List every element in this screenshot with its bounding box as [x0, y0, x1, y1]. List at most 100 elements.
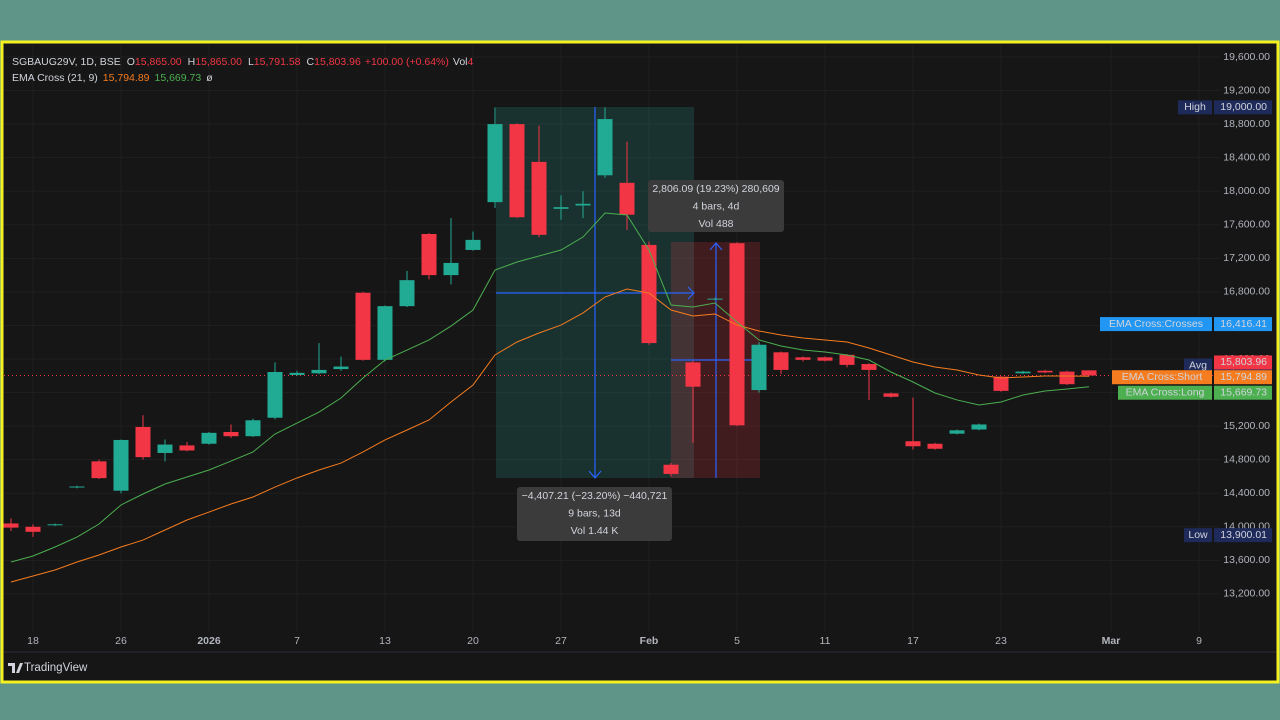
ohlc-key: L: [248, 56, 254, 68]
price-label-box: [1214, 317, 1272, 332]
ohlc-value: 15,865.00: [135, 56, 182, 68]
price-tag: EMA Cross:Short: [1122, 371, 1203, 383]
candle-body: [751, 344, 767, 391]
candle-body: [663, 464, 679, 474]
indicator-value: 15,794.89: [103, 72, 150, 84]
candle-body: [333, 366, 349, 370]
candle-body: [157, 444, 173, 453]
price-tag: Low: [1188, 529, 1208, 541]
y-tick-label: 18,400.00: [1223, 151, 1270, 163]
measure-label: 4 bars, 4d: [693, 200, 740, 212]
candle-body: [289, 372, 305, 375]
indicator-name: EMA Cross (21, 9): [12, 72, 98, 84]
ohlc-key: H: [188, 56, 196, 68]
chart-layer: 13,200.0013,600.0014,000.0014,400.0014,8…: [3, 45, 1272, 647]
x-tick-label: 27: [555, 635, 567, 647]
candle-body: [817, 357, 833, 361]
x-tick-label: 18: [27, 635, 39, 647]
measure-label-box: [517, 487, 672, 541]
candle-body: [69, 486, 85, 488]
x-tick-label: 26: [115, 635, 127, 647]
indicator-value: 15,669.73: [155, 72, 202, 84]
candle-body: [531, 161, 547, 235]
price-tag: EMA Cross:Crosses: [1109, 318, 1203, 330]
x-tick-label: 9: [1196, 635, 1202, 647]
y-tick-label: 18,800.00: [1223, 118, 1270, 130]
price-label-box: [1214, 528, 1272, 543]
volume-key: Vol: [453, 56, 468, 68]
logo-icon: [8, 663, 23, 673]
price-tag-box: [1118, 385, 1212, 400]
candle-body: [465, 239, 481, 250]
ohlc-value: 15,791.58: [254, 56, 301, 68]
x-tick-label: 11: [820, 635, 831, 647]
candle-body: [421, 234, 437, 276]
y-tick-label: 17,600.00: [1223, 219, 1270, 231]
measure-label: 2,806.09 (19.23%) 280,609: [652, 183, 779, 195]
x-tick-label: 5: [734, 635, 740, 647]
price-label: 19,000.00: [1220, 101, 1267, 113]
ema-line: [10, 212, 1090, 563]
chart-frame: [0, 40, 1280, 684]
change-value: +100.00 (+0.64%): [365, 56, 449, 68]
candle-body: [927, 443, 943, 449]
x-tick-label: 20: [467, 635, 479, 647]
price-tag: EMA Cross:Long: [1126, 387, 1205, 399]
indicator-suffix: ø: [206, 72, 213, 84]
candle-body: [553, 207, 569, 209]
y-tick-label: 19,600.00: [1223, 51, 1270, 63]
candle-body: [355, 292, 371, 360]
candle-body: [619, 182, 635, 215]
candle-body: [971, 424, 987, 430]
x-tick-label: 17: [907, 635, 919, 647]
candle-body: [1037, 370, 1053, 373]
candle-body: [883, 393, 899, 397]
x-tick-label: 13: [379, 635, 391, 647]
candle-body: [311, 369, 327, 374]
measure-arrow: [588, 242, 723, 479]
price-label-box: [1214, 100, 1272, 115]
y-tick-label: 18,000.00: [1223, 185, 1270, 197]
price-tag-box: [1184, 528, 1212, 543]
candle-body: [861, 364, 877, 370]
measure-label: 9 bars, 13d: [568, 507, 621, 519]
x-tick-label: Mar: [1102, 635, 1121, 647]
brand-logo: TradingView: [8, 662, 88, 674]
candle-body: [949, 430, 965, 434]
candle-body: [3, 523, 19, 528]
candle-body: [487, 124, 503, 203]
candle-body: [47, 524, 63, 526]
x-tick-label: 7: [294, 635, 300, 647]
price-label: 15,669.73: [1220, 387, 1267, 399]
price-tag: High: [1184, 101, 1206, 113]
y-tick-label: 16,800.00: [1223, 286, 1270, 298]
candle-body: [641, 244, 657, 344]
measure-label-box: [648, 180, 784, 232]
x-tick-label: Feb: [640, 635, 659, 647]
volume-value: 4: [468, 56, 474, 68]
symbol-legend: SGBAUG29V, 1D, BSE O15,865.00 H15,865.00 L1…: [12, 56, 474, 68]
y-tick-label: 13,200.00: [1223, 588, 1270, 600]
price-label: 13,900.01: [1220, 529, 1267, 541]
candle-body: [773, 352, 789, 370]
candle-body: [377, 306, 393, 360]
candle-body: [1081, 370, 1097, 376]
brand-name: TradingView: [24, 662, 88, 674]
measure-label: Vol 1.44 K: [571, 525, 619, 537]
price-tag-box: [1112, 370, 1212, 385]
symbol-title: SGBAUG29V, 1D, BSE: [12, 56, 121, 68]
price-tag: Avg: [1189, 359, 1207, 371]
candle-body: [443, 262, 459, 276]
candle-body: [223, 431, 239, 437]
y-tick-label: 15,200.00: [1223, 420, 1270, 432]
candle-body: [267, 372, 283, 418]
price-tag-box: [1178, 100, 1212, 115]
candle-body: [113, 439, 129, 491]
price-label-box: [1214, 370, 1272, 385]
candle-body: [245, 420, 261, 437]
ema-line: [10, 288, 1090, 583]
measure-label: −4,407.21 (−23.20%) −440,721: [522, 490, 668, 502]
y-tick-label: 19,200.00: [1223, 84, 1270, 96]
